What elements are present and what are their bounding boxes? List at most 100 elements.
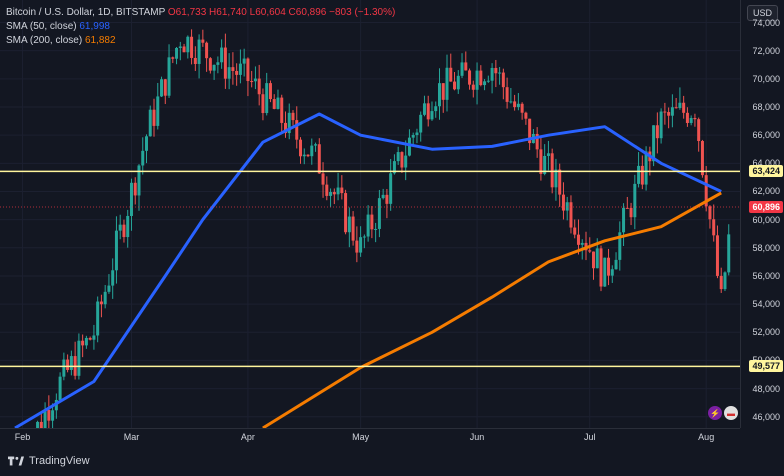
candle-body xyxy=(693,117,697,120)
sma200-label[interactable]: SMA (200, close) xyxy=(6,35,83,46)
candle-body xyxy=(573,227,577,235)
candle-body xyxy=(565,202,569,211)
candle-body xyxy=(595,248,599,269)
candle-body xyxy=(539,149,543,174)
candle-body xyxy=(719,275,723,290)
candle-body xyxy=(663,111,667,113)
candle-body xyxy=(633,183,637,218)
candle-body xyxy=(171,57,175,59)
candle-body xyxy=(505,87,509,102)
footer-bar: TradingView xyxy=(0,448,784,476)
candle-body xyxy=(351,216,355,241)
candle-body xyxy=(92,335,96,340)
time-scale[interactable]: Feb Mar Apr May Jun Jul Aug xyxy=(0,428,740,448)
candle-body xyxy=(603,257,607,287)
candle-body xyxy=(513,101,517,108)
candle-body xyxy=(625,207,629,209)
candle-body xyxy=(295,120,299,140)
candle-body xyxy=(362,236,366,238)
candle-body xyxy=(340,187,344,194)
chart-canvas[interactable] xyxy=(0,0,740,428)
candle-body xyxy=(84,337,88,346)
candle-body xyxy=(306,154,310,157)
candle-body xyxy=(468,70,472,85)
y-tick-label: 68,000 xyxy=(752,102,780,112)
candle-body xyxy=(253,78,257,82)
candle-body xyxy=(678,102,682,108)
candle-body xyxy=(392,161,396,174)
y-tick-label: 60,000 xyxy=(752,214,780,225)
candle-body xyxy=(359,237,363,253)
candle-body xyxy=(610,269,614,276)
candle-body xyxy=(652,125,656,162)
candle-body xyxy=(546,153,550,156)
candle-body xyxy=(51,410,55,421)
candle-body xyxy=(667,112,671,116)
y-tick-label: 70,000 xyxy=(752,73,780,84)
tradingview-logo-icon xyxy=(8,456,24,466)
candle-body xyxy=(332,192,336,195)
candle-body xyxy=(637,165,641,184)
currency-button[interactable]: USD xyxy=(746,5,778,21)
candle-body xyxy=(81,340,85,346)
candle-body xyxy=(599,248,603,287)
y-tick-label: 58,000 xyxy=(752,242,780,253)
sma200-line xyxy=(262,191,722,428)
candle-body xyxy=(129,182,133,216)
y-tick-label: 56,000 xyxy=(752,270,780,281)
candle-body xyxy=(655,125,659,139)
candle-body xyxy=(144,136,148,151)
candle-body xyxy=(182,46,186,53)
y-tick-label: 52,000 xyxy=(752,327,780,338)
candle-body xyxy=(329,192,333,196)
lower-level-badge: 49,577 xyxy=(749,360,783,373)
candle-body xyxy=(629,207,633,218)
candle-body xyxy=(231,67,235,71)
candle-body xyxy=(103,291,107,305)
candle-body xyxy=(670,107,674,116)
tradingview-logo[interactable]: TradingView xyxy=(8,455,90,467)
y-tick-label: 72,000 xyxy=(752,45,780,56)
candle-body xyxy=(456,75,460,90)
last-price-badge: 60,896 xyxy=(749,201,783,214)
price-scale[interactable]: USD 74,000 72,000 70,000 68,000 66,000 64,000… xyxy=(740,0,784,428)
candle-body xyxy=(107,285,111,292)
ohlc-values: O61,733 H61,740 L60,604 C60,896 −803 (−1… xyxy=(167,7,396,18)
candle-body xyxy=(220,47,224,63)
candle-body xyxy=(201,39,205,43)
candle-body xyxy=(366,214,370,237)
candle-body xyxy=(175,47,179,59)
sma50-label[interactable]: SMA (50, close) xyxy=(6,21,77,32)
candle-body xyxy=(133,182,137,196)
candle-body xyxy=(344,193,348,233)
flag-icon[interactable]: ▬ xyxy=(724,406,738,420)
candle-body xyxy=(524,112,528,119)
candle-body xyxy=(114,230,118,271)
x-tick-label: Aug xyxy=(698,432,715,442)
candle-body xyxy=(516,103,520,108)
candle-body xyxy=(321,173,325,185)
x-tick-label: Feb xyxy=(14,432,31,442)
candle-body xyxy=(700,141,704,176)
lightning-icon[interactable]: ⚡ xyxy=(708,406,722,420)
chart-plot-area[interactable]: Bitcoin / U.S. Dollar, 1D, BITSTAMP O61,… xyxy=(0,0,740,428)
y-tick-label: 66,000 xyxy=(752,130,780,141)
candle-body xyxy=(69,356,73,370)
candle-body xyxy=(576,234,580,245)
candle-body xyxy=(535,133,539,150)
candle-body xyxy=(257,78,261,95)
candle-body xyxy=(242,58,246,64)
candle-body xyxy=(430,111,434,120)
candle-body xyxy=(36,421,40,428)
candle-body xyxy=(160,79,164,97)
candle-body xyxy=(464,62,468,71)
candle-body xyxy=(88,337,92,340)
candle-body xyxy=(715,235,719,276)
candle-body xyxy=(216,62,220,65)
candle-body xyxy=(407,137,411,156)
candle-body xyxy=(310,145,314,157)
candle-body xyxy=(299,139,303,157)
candle-body xyxy=(122,224,126,238)
candle-body xyxy=(370,214,374,230)
